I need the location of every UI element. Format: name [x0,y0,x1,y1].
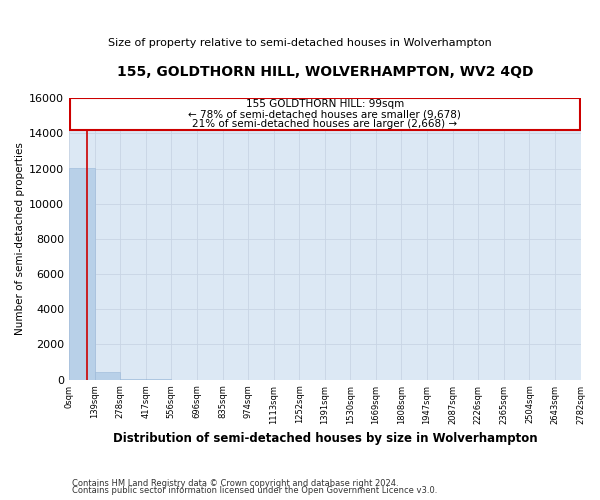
Bar [121,378,146,380]
X-axis label: Distribution of semi-detached houses by size in Wolverhampton: Distribution of semi-detached houses by … [113,432,537,445]
Text: Contains public sector information licensed under the Open Government Licence v3: Contains public sector information licen… [72,486,437,495]
Bar [69,168,95,380]
Text: ← 78% of semi-detached houses are smaller (9,678): ← 78% of semi-detached houses are smalle… [188,110,461,120]
FancyBboxPatch shape [70,98,580,130]
Text: Size of property relative to semi-detached houses in Wolverhampton: Size of property relative to semi-detach… [108,38,492,48]
Bar [95,372,120,380]
Text: 155 GOLDTHORN HILL: 99sqm: 155 GOLDTHORN HILL: 99sqm [246,99,404,109]
Title: 155, GOLDTHORN HILL, WOLVERHAMPTON, WV2 4QD: 155, GOLDTHORN HILL, WOLVERHAMPTON, WV2 … [116,65,533,79]
Text: 21% of semi-detached houses are larger (2,668) →: 21% of semi-detached houses are larger (… [192,119,457,129]
Y-axis label: Number of semi-detached properties: Number of semi-detached properties [15,142,25,336]
Text: Contains HM Land Registry data © Crown copyright and database right 2024.: Contains HM Land Registry data © Crown c… [72,478,398,488]
